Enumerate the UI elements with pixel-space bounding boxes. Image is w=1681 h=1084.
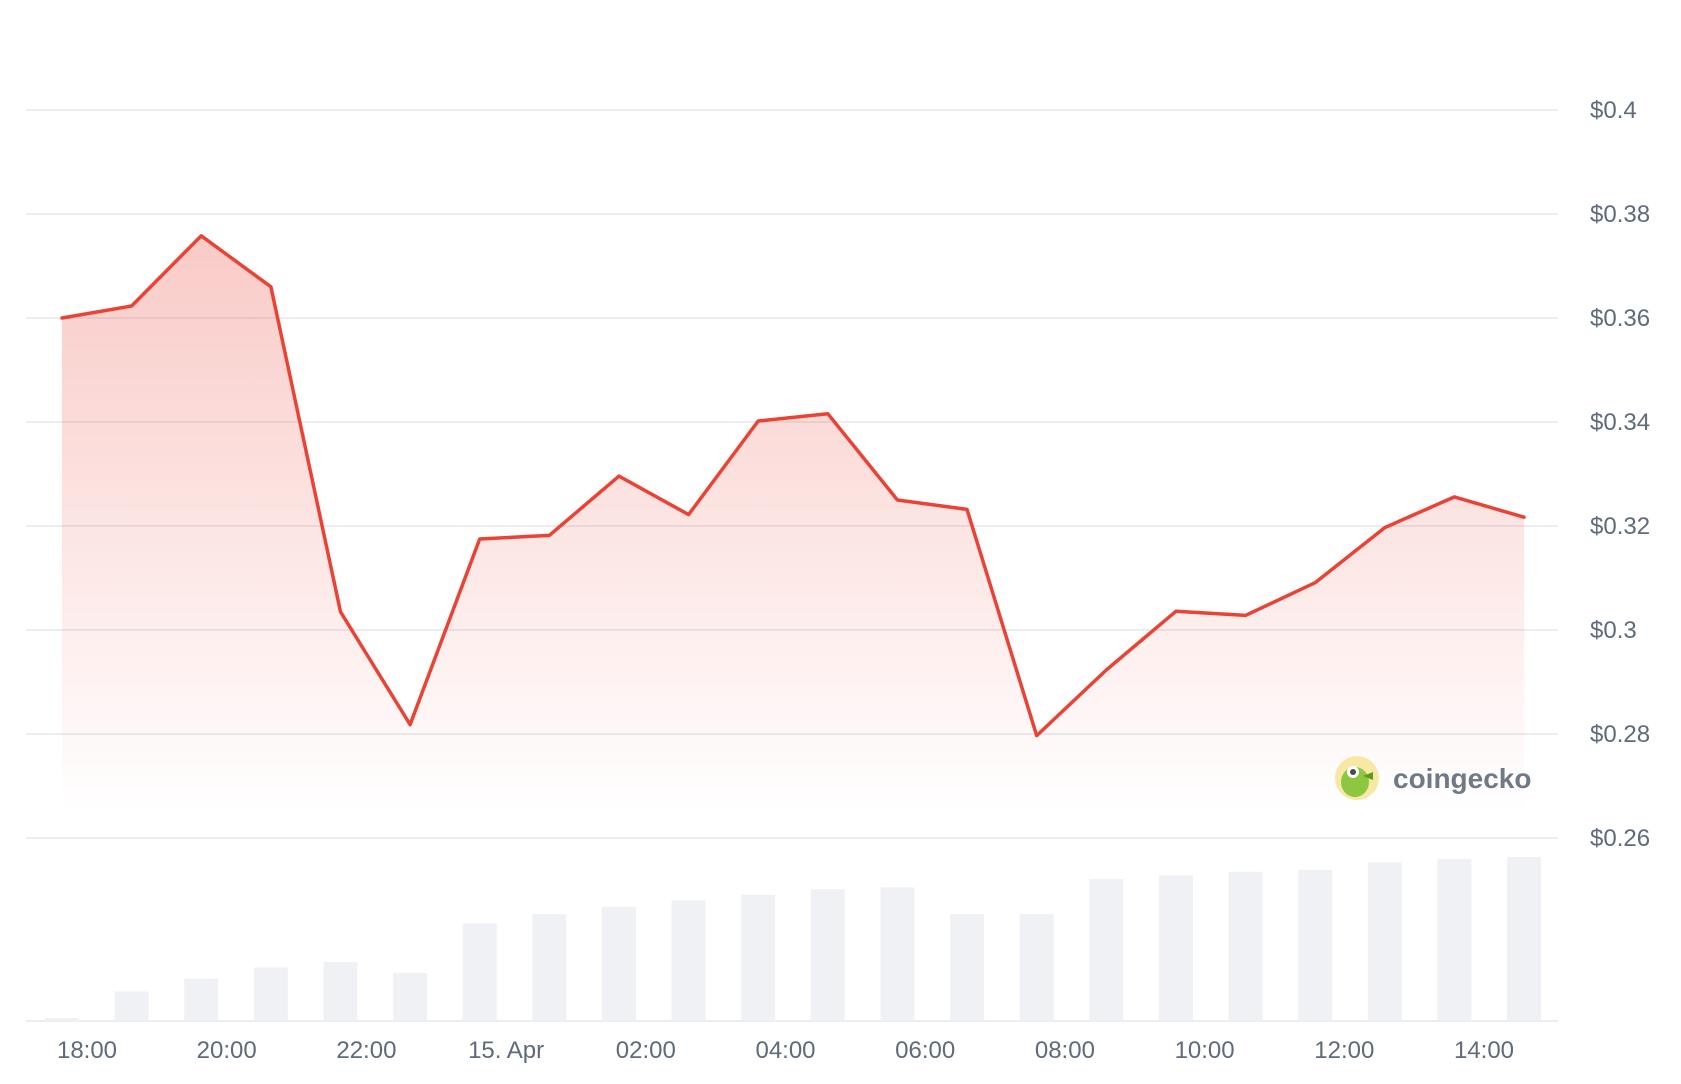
- y-tick-label: $0.38: [1590, 201, 1650, 228]
- volume-bar: [601, 906, 636, 1021]
- volume-bar: [1507, 857, 1541, 1021]
- x-tick-label: 20:00: [197, 1037, 257, 1064]
- volume-bar: [323, 962, 358, 1021]
- y-tick-label: $0.36: [1590, 305, 1650, 332]
- volume-bar: [950, 914, 985, 1021]
- y-tick-label: $0.32: [1590, 513, 1650, 540]
- y-tick-label: $0.28: [1590, 721, 1650, 748]
- x-tick-label: 12:00: [1314, 1037, 1374, 1064]
- x-tick-label: 08:00: [1035, 1037, 1095, 1064]
- volume-bar: [671, 900, 706, 1021]
- volume-bar: [1019, 914, 1054, 1021]
- y-tick-label: $0.34: [1590, 409, 1650, 436]
- x-tick-label: 10:00: [1175, 1037, 1235, 1064]
- volume-bar: [45, 1018, 79, 1021]
- y-axis-labels: $0.26 $0.28 $0.3 $0.32 $0.34 $0.36 $0.38 $0.4: [1590, 97, 1650, 852]
- volume-bar: [1437, 858, 1472, 1021]
- watermark-text: coingecko: [1393, 763, 1531, 794]
- y-tick-label: $0.3: [1590, 617, 1637, 644]
- price-series-line: [60, 234, 1526, 738]
- coingecko-watermark: coingecko: [1335, 756, 1531, 800]
- x-tick-label: 04:00: [755, 1037, 815, 1064]
- volume-bar: [184, 978, 219, 1021]
- volume-bar: [114, 991, 149, 1021]
- volume-bar: [393, 973, 428, 1021]
- x-axis-labels: 18:00 20:00 22:00 15. Apr 02:00 04:00 06:00 08:…: [57, 1037, 1514, 1064]
- y-tick-label: $0.26: [1590, 825, 1650, 852]
- y-tick-label: $0.4: [1590, 97, 1637, 124]
- price-line-group: [60, 234, 1526, 738]
- x-tick-label: 02:00: [616, 1037, 676, 1064]
- volume-bar: [462, 923, 497, 1021]
- volume-bar: [880, 887, 915, 1021]
- price-area-fill: [62, 235, 1524, 813]
- x-tick-label: 14:00: [1454, 1037, 1514, 1064]
- volume-bar: [1158, 875, 1193, 1021]
- volume-bar: [741, 894, 776, 1021]
- volume-bar: [810, 889, 845, 1021]
- volume-bar: [1298, 869, 1333, 1021]
- x-tick-label: 06:00: [895, 1037, 955, 1064]
- volume-bar: [1228, 871, 1263, 1021]
- x-tick-label: 18:00: [57, 1037, 117, 1064]
- coingecko-logo-icon: [1335, 756, 1379, 800]
- price-area: [62, 235, 1524, 813]
- volume-bar: [253, 967, 288, 1021]
- x-tick-label: 22:00: [336, 1037, 396, 1064]
- x-tick-label: 15. Apr: [468, 1037, 544, 1064]
- volume-bar: [1089, 879, 1124, 1021]
- volume-bar: [1367, 862, 1402, 1021]
- volume-bar: [532, 914, 567, 1021]
- volume-bars: [45, 857, 1541, 1021]
